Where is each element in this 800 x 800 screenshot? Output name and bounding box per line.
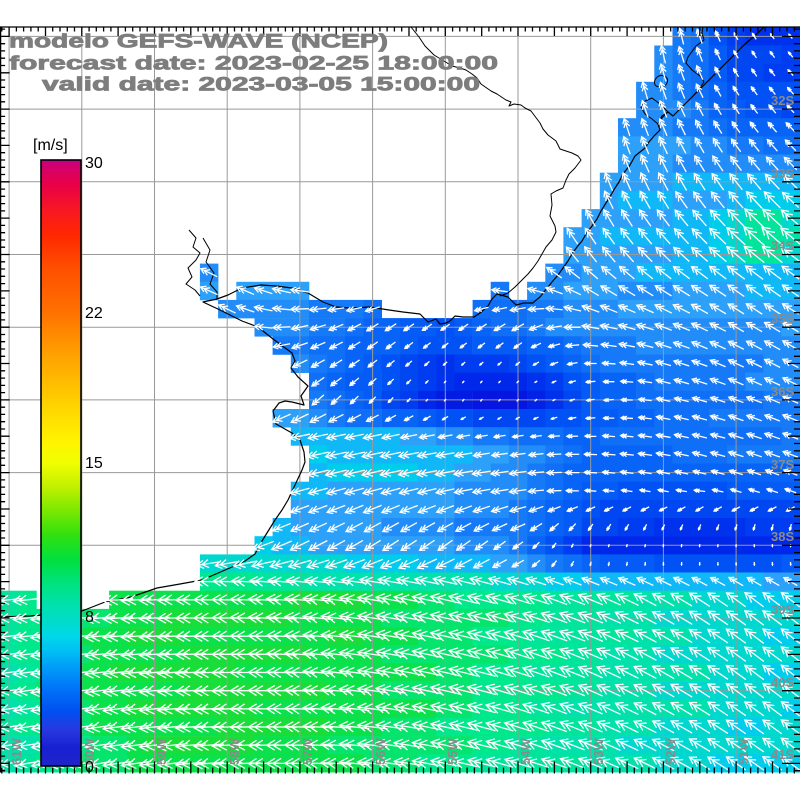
svg-text:51W: 51W bbox=[736, 738, 751, 765]
svg-text:55W: 55W bbox=[445, 738, 460, 765]
svg-text:32S: 32S bbox=[771, 93, 794, 108]
svg-text:34S: 34S bbox=[771, 238, 794, 253]
svg-text:41S: 41S bbox=[771, 747, 794, 762]
svg-text:valid date: 2023-03-05 15:00:0: valid date: 2023-03-05 15:00:00 bbox=[42, 75, 480, 96]
svg-text:54W: 54W bbox=[518, 738, 533, 765]
svg-text:52W: 52W bbox=[663, 738, 678, 765]
svg-text:61W: 61W bbox=[9, 738, 24, 765]
svg-text:36S: 36S bbox=[771, 384, 794, 399]
svg-text:59W: 59W bbox=[154, 738, 169, 765]
svg-text:60W: 60W bbox=[82, 738, 97, 765]
svg-text:[m/s]: [m/s] bbox=[33, 137, 68, 154]
svg-text:37S: 37S bbox=[771, 457, 794, 472]
svg-text:8: 8 bbox=[85, 609, 94, 626]
svg-text:39S: 39S bbox=[771, 602, 794, 617]
svg-text:57W: 57W bbox=[300, 738, 315, 765]
svg-text:22: 22 bbox=[85, 305, 103, 322]
svg-text:40S: 40S bbox=[771, 675, 794, 690]
svg-text:38S: 38S bbox=[771, 529, 794, 544]
svg-text:forecast date: 2023-02-25 18:0: forecast date: 2023-02-25 18:00:00 bbox=[9, 54, 498, 75]
svg-text:0: 0 bbox=[85, 759, 94, 776]
svg-text:15: 15 bbox=[85, 455, 103, 472]
svg-text:35S: 35S bbox=[771, 311, 794, 326]
svg-text:58W: 58W bbox=[227, 738, 242, 765]
svg-text:53W: 53W bbox=[591, 738, 606, 765]
svg-text:30: 30 bbox=[85, 155, 103, 172]
svg-text:56W: 56W bbox=[373, 738, 388, 765]
svg-text:33S: 33S bbox=[771, 166, 794, 181]
svg-text:modelo GEFS-WAVE (NCEP): modelo GEFS-WAVE (NCEP) bbox=[9, 32, 388, 53]
